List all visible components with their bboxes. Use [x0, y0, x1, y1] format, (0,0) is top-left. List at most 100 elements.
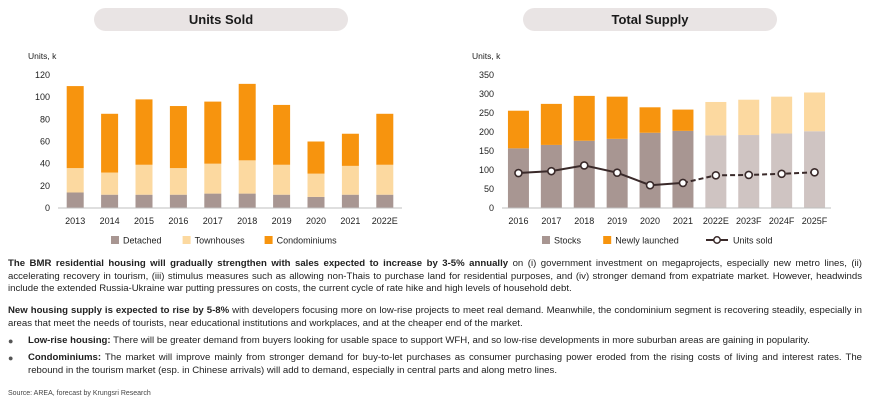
bullet-condominiums-lead: Condominiums:	[28, 352, 102, 363]
bar-condominiums	[135, 99, 153, 165]
bullet-condominiums-body: The market will improve mainly from stro…	[28, 352, 862, 376]
paragraph-sales-outlook: The BMR residential housing will gradual…	[8, 258, 862, 296]
x-tick-label: 2020	[306, 216, 326, 226]
bar-newly-launched	[705, 101, 727, 136]
y-tick-label: 150	[479, 146, 494, 156]
legend-label-units-sold: Units sold	[733, 236, 773, 246]
legend-label-stocks: Stocks	[554, 236, 582, 246]
paragraph-sales-outlook-body: on (i) government investment on megaproj…	[8, 258, 863, 295]
y-tick-label: 60	[40, 137, 50, 147]
legend-label-newly-launched: Newly launched	[615, 236, 679, 246]
bar-newly-launched	[771, 96, 793, 134]
units-sold-line-actual	[518, 164, 684, 187]
bar-newly-launched	[606, 96, 628, 139]
bar-detached	[204, 193, 222, 208]
y-tick-label: 350	[479, 70, 494, 80]
bar-townhouses	[273, 164, 291, 195]
y-tick-label: 0	[45, 203, 50, 213]
y-tick-label: 50	[484, 184, 494, 194]
bar-detached	[376, 194, 394, 208]
legend-swatch-condominiums	[264, 236, 273, 244]
y-tick-label: 120	[35, 70, 50, 80]
bar-detached	[135, 194, 153, 208]
bullet-condominiums: ● Condominiums: The market will improve …	[8, 352, 862, 377]
bar-townhouses	[376, 164, 394, 195]
x-tick-label: 2022E	[372, 216, 398, 226]
total-supply-title: Total Supply	[523, 8, 777, 31]
bar-townhouses	[135, 164, 153, 195]
units-sold-chart: Units, k 0 20 40 60 80 100 120 2013 2014 2015 2016 2…	[28, 51, 402, 246]
x-tick-label: 2019	[272, 216, 292, 226]
x-tick-label: 2025F	[802, 216, 828, 226]
x-tick-label: 2017	[203, 216, 223, 226]
y-axis-label: Units, k	[28, 51, 57, 61]
x-tick-label: 2024F	[769, 216, 795, 226]
y-axis-label: Units, k	[472, 51, 501, 61]
y-tick-label: 300	[479, 89, 494, 99]
bar-condominiums	[204, 101, 222, 164]
bar-stocks	[573, 140, 595, 208]
bar-newly-launched	[738, 99, 760, 136]
bar-townhouses	[169, 168, 187, 195]
x-tick-label: 2014	[100, 216, 120, 226]
bar-townhouses	[238, 160, 256, 194]
bar-stocks	[639, 132, 661, 208]
legend-swatch-detached	[111, 236, 119, 244]
y-tick-label: 20	[40, 181, 50, 191]
bullet-condominiums-text: Condominiums: The market will improve ma…	[28, 352, 862, 377]
paragraph-supply-outlook: New housing supply is expected to rise b…	[8, 305, 862, 330]
x-tick-label: 2018	[574, 216, 594, 226]
bar-condominiums	[238, 83, 256, 161]
x-tick-label: 2022E	[703, 216, 729, 226]
y-tick-label: 100	[35, 92, 50, 102]
x-tick-label: 2015	[134, 216, 154, 226]
bar-condominiums	[66, 86, 84, 169]
y-tick-label: 100	[479, 165, 494, 175]
units-sold-marker	[777, 169, 786, 179]
bar-detached	[169, 194, 187, 208]
bar-detached	[238, 193, 256, 208]
units-sold-marker	[678, 178, 688, 188]
bullet-low-rise: ● Low-rise housing: There will be greate…	[8, 335, 862, 348]
bar-condominiums	[169, 106, 187, 169]
y-tick-label: 0	[489, 203, 494, 213]
x-tick-label: 2019	[607, 216, 627, 226]
bar-newly-launched	[672, 109, 694, 131]
units-sold-marker	[514, 168, 523, 178]
bar-newly-launched	[804, 92, 826, 132]
units-sold-marker	[810, 167, 819, 177]
bar-condominiums	[307, 141, 325, 174]
legend-swatch-newly-launched	[603, 236, 612, 244]
units-sold-marker	[612, 168, 622, 177]
bar-condominiums	[376, 113, 394, 165]
bar-detached	[273, 194, 291, 208]
source-note: Source: AREA, forecast by Krungsri Resea…	[8, 390, 151, 397]
units-sold-marker	[547, 166, 556, 176]
x-tick-label: 2021	[673, 216, 693, 226]
bar-detached	[101, 194, 119, 208]
paragraph-supply-outlook-body: with developers focusing more on low-ris…	[8, 305, 862, 329]
bar-condominiums	[273, 104, 291, 165]
paragraph-supply-outlook-lead: New housing supply is expected to rise b…	[8, 305, 230, 316]
bar-detached	[341, 194, 359, 208]
legend-marker-units-sold	[713, 236, 721, 244]
bar-townhouses	[66, 168, 84, 193]
legend-label-townhouses: Townhouses	[195, 236, 246, 246]
bar-newly-launched	[507, 110, 529, 149]
bar-condominiums	[101, 113, 119, 173]
y-tick-label: 250	[479, 108, 494, 118]
x-tick-label: 2016	[508, 216, 528, 226]
units-sold-marker	[645, 180, 655, 190]
legend-label-detached: Detached	[123, 236, 162, 246]
bullet-low-rise-body: There will be greater demand from buyers…	[110, 335, 810, 346]
bar-townhouses	[101, 172, 119, 195]
bar-newly-launched	[639, 107, 661, 133]
y-tick-label: 200	[479, 127, 494, 137]
units-sold-marker	[579, 161, 589, 170]
units-sold-marker	[744, 170, 754, 180]
bullet-dot-icon: ●	[8, 336, 14, 346]
bar-townhouses	[204, 163, 222, 194]
bar-condominiums	[341, 133, 359, 166]
bar-detached	[66, 192, 84, 208]
units-sold-marker	[711, 171, 721, 180]
